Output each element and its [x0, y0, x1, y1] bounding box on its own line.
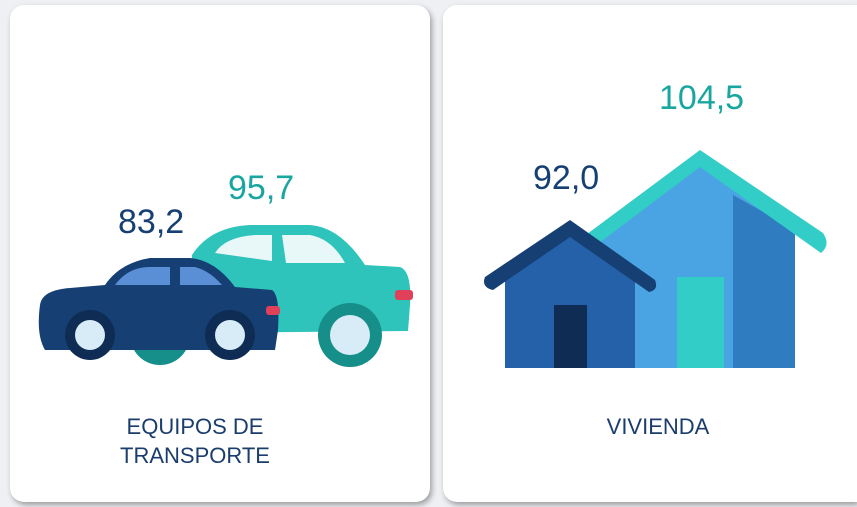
hub: [330, 315, 370, 355]
card: 92,0 104,5 VIVIENDA: [443, 5, 857, 502]
card-label: EQUIPOS DE TRANSPORTE: [95, 413, 295, 470]
value: 83,2: [118, 205, 184, 239]
card-label: VIVIENDA: [558, 413, 758, 442]
value: 92,0: [533, 161, 599, 195]
card: 83,2 95,7 EQUIPOS DE TRANSPORTE: [10, 5, 430, 502]
value: 95,7: [228, 171, 294, 205]
hub: [75, 320, 105, 350]
door: [677, 277, 724, 368]
tail-light: [266, 306, 280, 315]
page: {"cards": [ {"label": "EQUIPOS DE TRANSP…: [0, 0, 857, 507]
door: [554, 305, 587, 368]
tail-light: [395, 290, 413, 300]
value: 104,5: [659, 81, 744, 115]
hub: [215, 320, 245, 350]
